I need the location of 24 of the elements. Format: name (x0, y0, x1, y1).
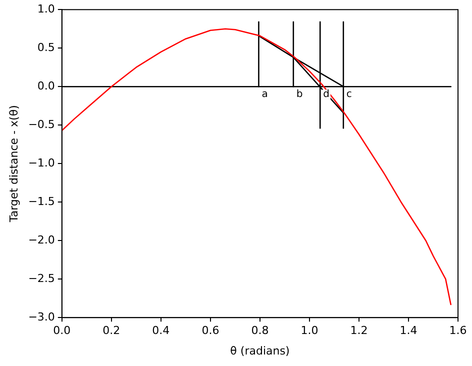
y-tick-label: −1.0 (28, 156, 55, 170)
x-tick-label: 0.6 (202, 324, 220, 338)
x-tick-label: 0.2 (102, 324, 120, 338)
y-tick-label: −3.0 (28, 310, 55, 324)
x-tick-label: 0.0 (53, 324, 71, 338)
x-tick-label: 0.4 (152, 324, 170, 338)
y-tick-label: 0.5 (37, 40, 55, 54)
x-tick-label: 1.4 (400, 324, 418, 338)
y-tick-label: −2.0 (28, 233, 55, 246)
x-tick-label: 0.8 (251, 324, 269, 338)
annotation: d (323, 89, 330, 100)
y-tick-label: −0.5 (28, 118, 55, 131)
x-tick-label: 1.0 (300, 324, 318, 338)
x-tick-label: 1.6 (449, 324, 467, 338)
y-axis-title: Target distance - x(θ) (7, 105, 20, 224)
y-tick-label: 1.0 (37, 2, 55, 16)
y-tick-label: 0.0 (37, 79, 55, 92)
x-tick-label: 1.2 (350, 324, 368, 338)
annotation: b (296, 89, 303, 100)
annotation: a (262, 89, 268, 100)
y-tick-label: −2.5 (28, 272, 55, 285)
x-axis-title: θ (radians) (230, 344, 290, 358)
y-tick-label: −1.5 (28, 194, 55, 208)
annotation: c (346, 89, 352, 100)
